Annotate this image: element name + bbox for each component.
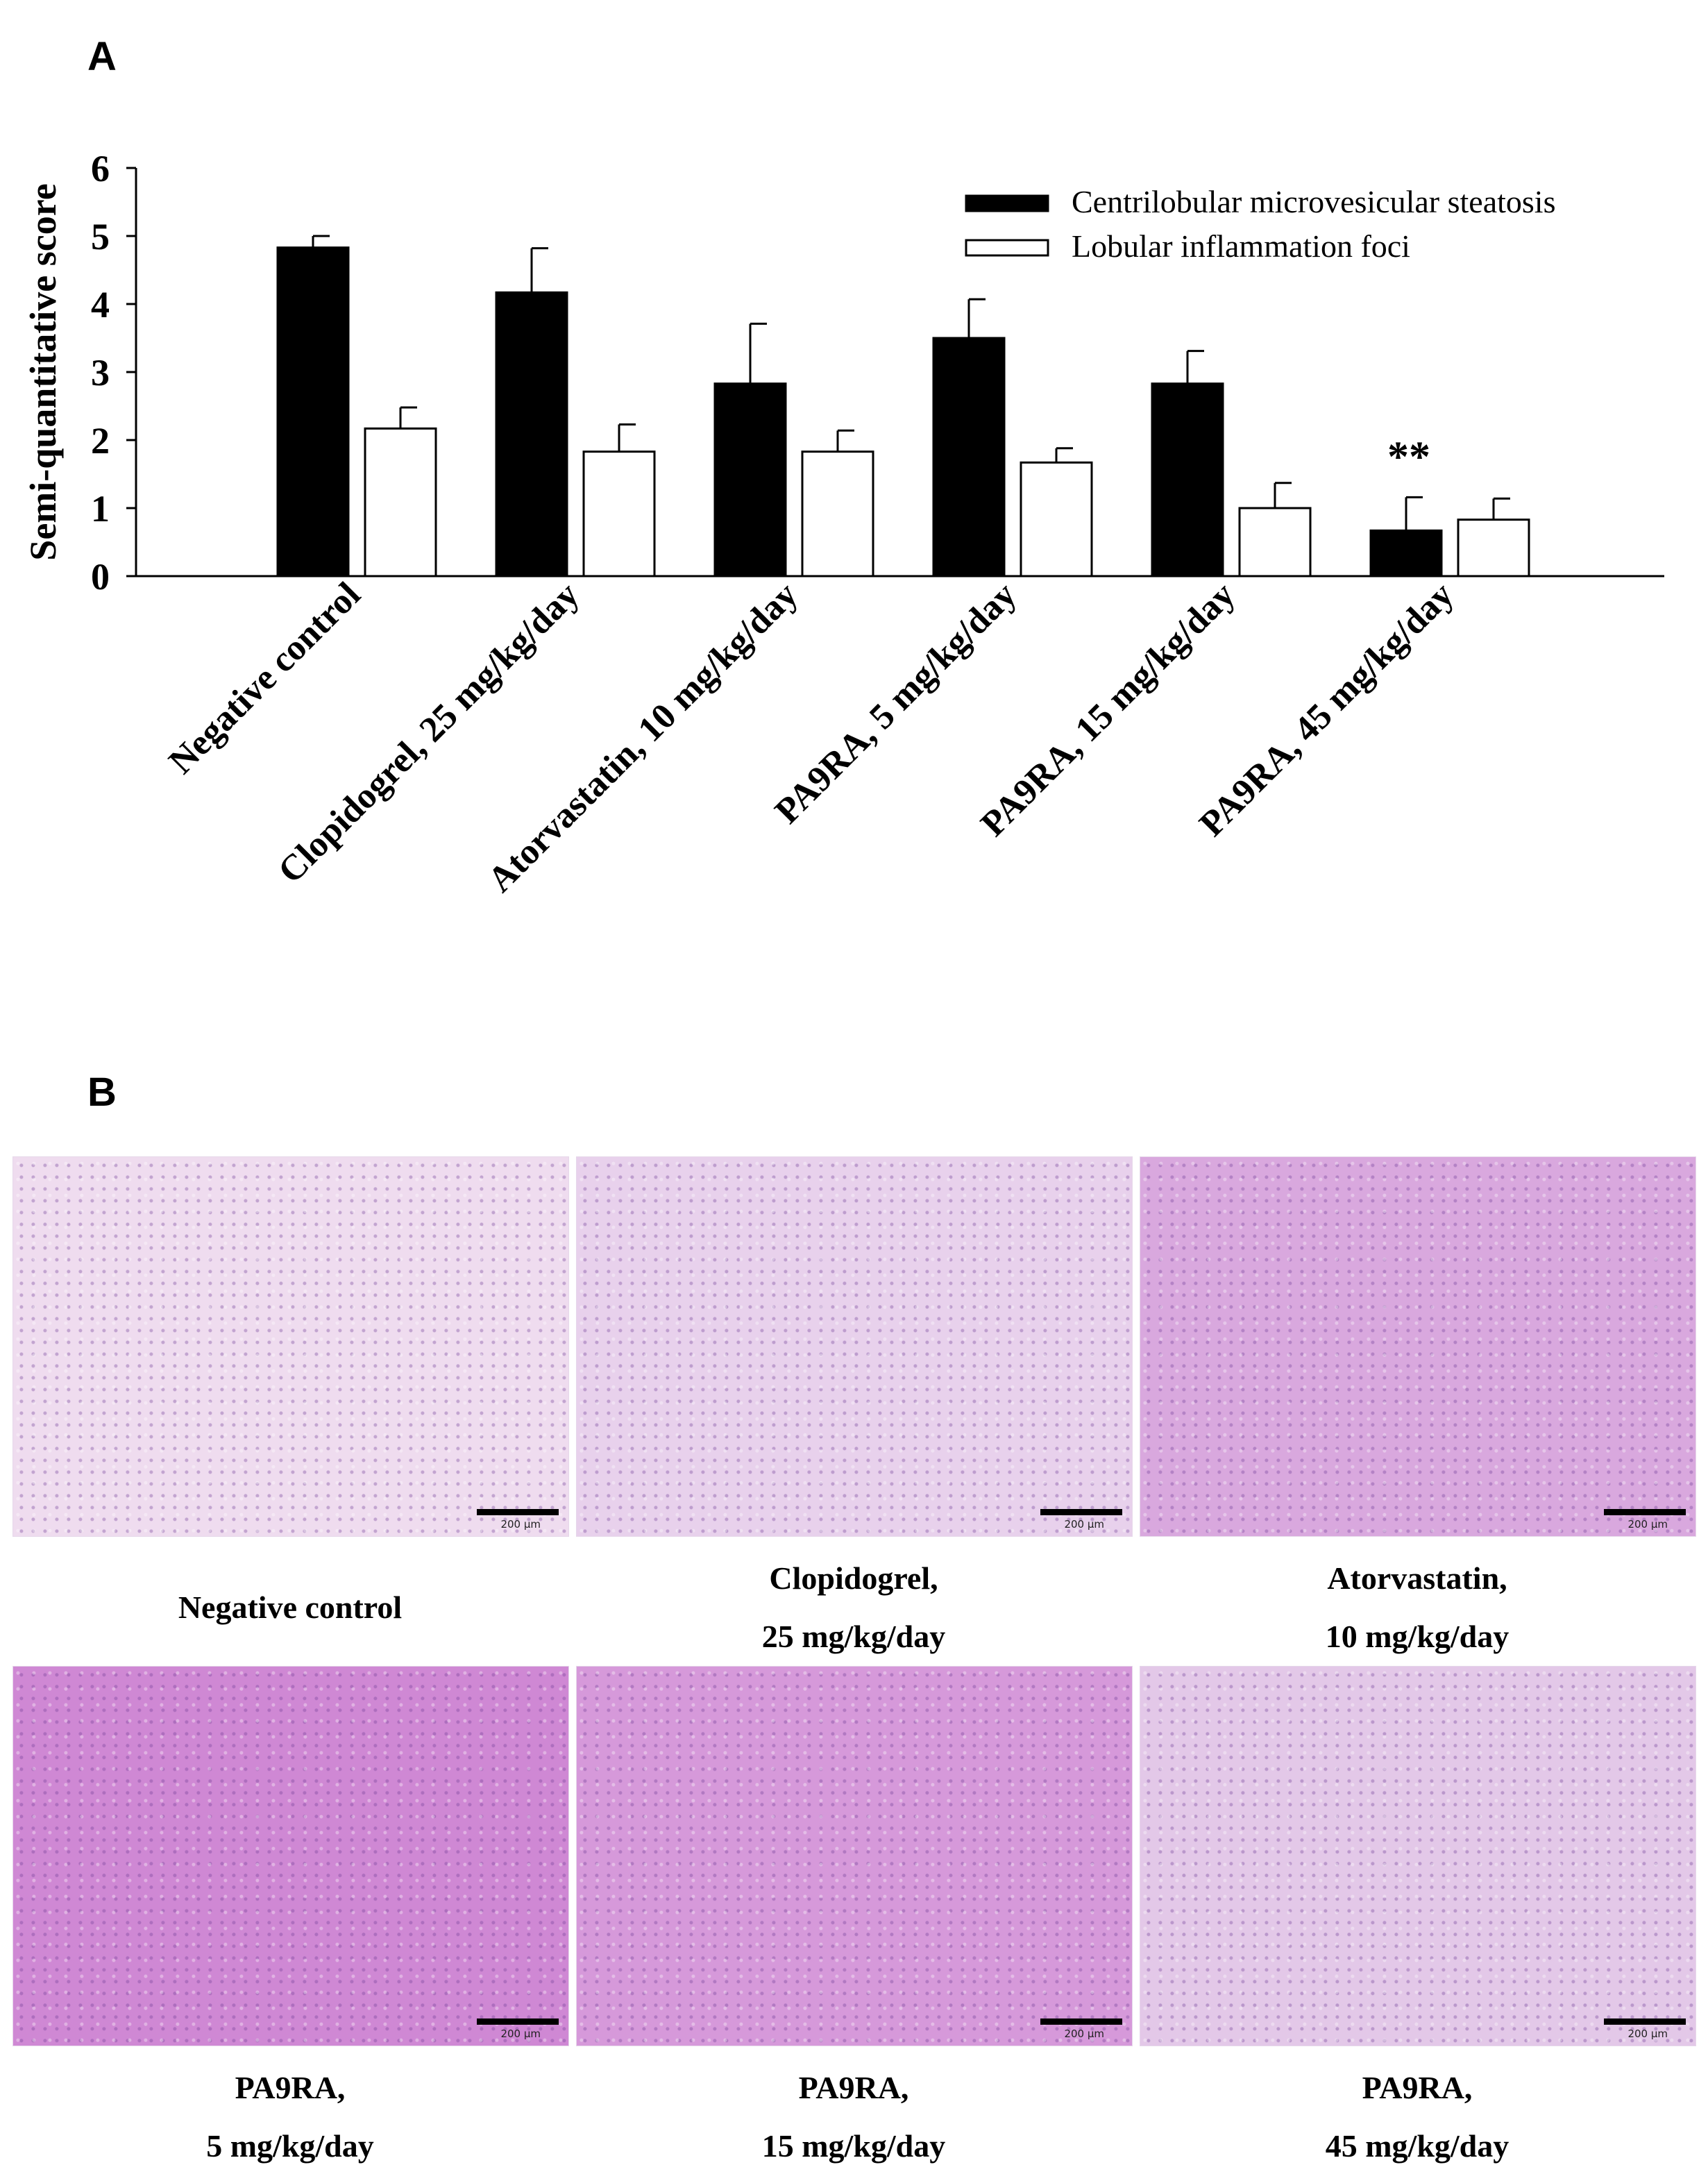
scale-label: 200 µm (1064, 1518, 1104, 1531)
micrograph-caption: PA9RA, 15 mg/kg/day (576, 2059, 1131, 2175)
scale-bar (477, 1509, 559, 1515)
y-axis-label: Semi-quantitative score (22, 183, 64, 560)
y-tick-label: 1 (91, 488, 110, 530)
category-label: Negative control (162, 575, 369, 782)
micrograph-caption: Atorvastatin, 10 mg/kg/day (1140, 1549, 1695, 1666)
micrograph-negative-control: 200 µm (12, 1156, 569, 1537)
bar-steatosis (276, 246, 350, 578)
scale-bar (1040, 1509, 1122, 1515)
panel-b-label: B (87, 1070, 117, 1115)
scale-label: 200 µm (500, 2028, 541, 2040)
scale-bar (1604, 2018, 1686, 2025)
legend-swatch (965, 194, 1049, 212)
caption-line2: 25 mg/kg/day (761, 1619, 946, 1654)
bar-inflammation (1020, 461, 1093, 578)
bar-steatosis (932, 337, 1006, 578)
bar-inflammation (1457, 519, 1530, 578)
y-tick-label: 0 (91, 556, 110, 598)
legend-entry: Centrilobular microvesicular steatosis (1072, 184, 1555, 219)
caption-line2: 45 mg/kg/day (1325, 2128, 1510, 2164)
caption-line2: 15 mg/kg/day (761, 2128, 946, 2164)
micrograph-pa9ra-15: 200 µm (576, 1666, 1133, 2046)
micrograph-atorvastatin: 200 µm (1140, 1156, 1696, 1537)
scale-bar (477, 2018, 559, 2025)
caption-line1: Atorvastatin, (1327, 1560, 1507, 1596)
y-tick-label: 6 (91, 148, 110, 189)
caption-line1: PA9RA, (798, 2070, 909, 2105)
bar-steatosis (495, 291, 568, 578)
significance-marker: ** (1387, 433, 1430, 480)
caption-line1: Negative control (178, 1590, 403, 1625)
category-label: PA9RA, 5 mg/kg/day (768, 575, 1024, 832)
y-tick-label: 5 (91, 216, 110, 258)
legend-entry: Lobular inflammation foci (1072, 228, 1410, 264)
y-tick-label: 4 (91, 284, 110, 326)
micrograph-caption: Negative control (12, 1578, 568, 1637)
micrograph-caption: PA9RA, 5 mg/kg/day (12, 2059, 568, 2175)
micrograph-clopidogrel: 200 µm (576, 1156, 1133, 1537)
y-tick-label: 2 (91, 420, 110, 462)
caption-line2: 5 mg/kg/day (206, 2128, 374, 2164)
bar-inflammation (801, 450, 874, 578)
scale-bar (1040, 2018, 1122, 2025)
legend-swatch (965, 239, 1049, 257)
bar-steatosis (713, 382, 787, 578)
micrograph-caption: Clopidogrel, 25 mg/kg/day (576, 1549, 1131, 1666)
caption-line2: 10 mg/kg/day (1325, 1619, 1510, 1654)
category-label: PA9RA, 15 mg/kg/day (974, 575, 1243, 844)
bar-chart: 0 1 2 3 4 5 6 Semi-quantitative score Negative c… (22, 148, 1664, 900)
micrograph-caption: PA9RA, 45 mg/kg/day (1140, 2059, 1695, 2175)
caption-line1: Clopidogrel, (769, 1560, 938, 1596)
bar-inflammation (582, 450, 656, 578)
panel-a-label: A (87, 34, 117, 79)
scale-label: 200 µm (1627, 1518, 1668, 1531)
category-label: PA9RA, 45 mg/kg/day (1192, 575, 1462, 844)
bar-steatosis (1369, 529, 1443, 578)
caption-line1: PA9RA, (1362, 2070, 1473, 2105)
bar-inflammation (1238, 507, 1312, 578)
scale-label: 200 µm (1064, 2028, 1104, 2040)
scale-label: 200 µm (500, 1518, 541, 1531)
scale-label: 200 µm (1627, 2028, 1668, 2040)
bar-steatosis (1151, 382, 1224, 578)
bar-inflammation (364, 427, 437, 578)
caption-line1: PA9RA, (235, 2070, 346, 2105)
micrograph-pa9ra-45: 200 µm (1140, 1666, 1696, 2046)
scale-bar (1604, 1509, 1686, 1515)
y-tick-label: 3 (91, 352, 110, 394)
micrograph-pa9ra-5: 200 µm (12, 1666, 569, 2046)
